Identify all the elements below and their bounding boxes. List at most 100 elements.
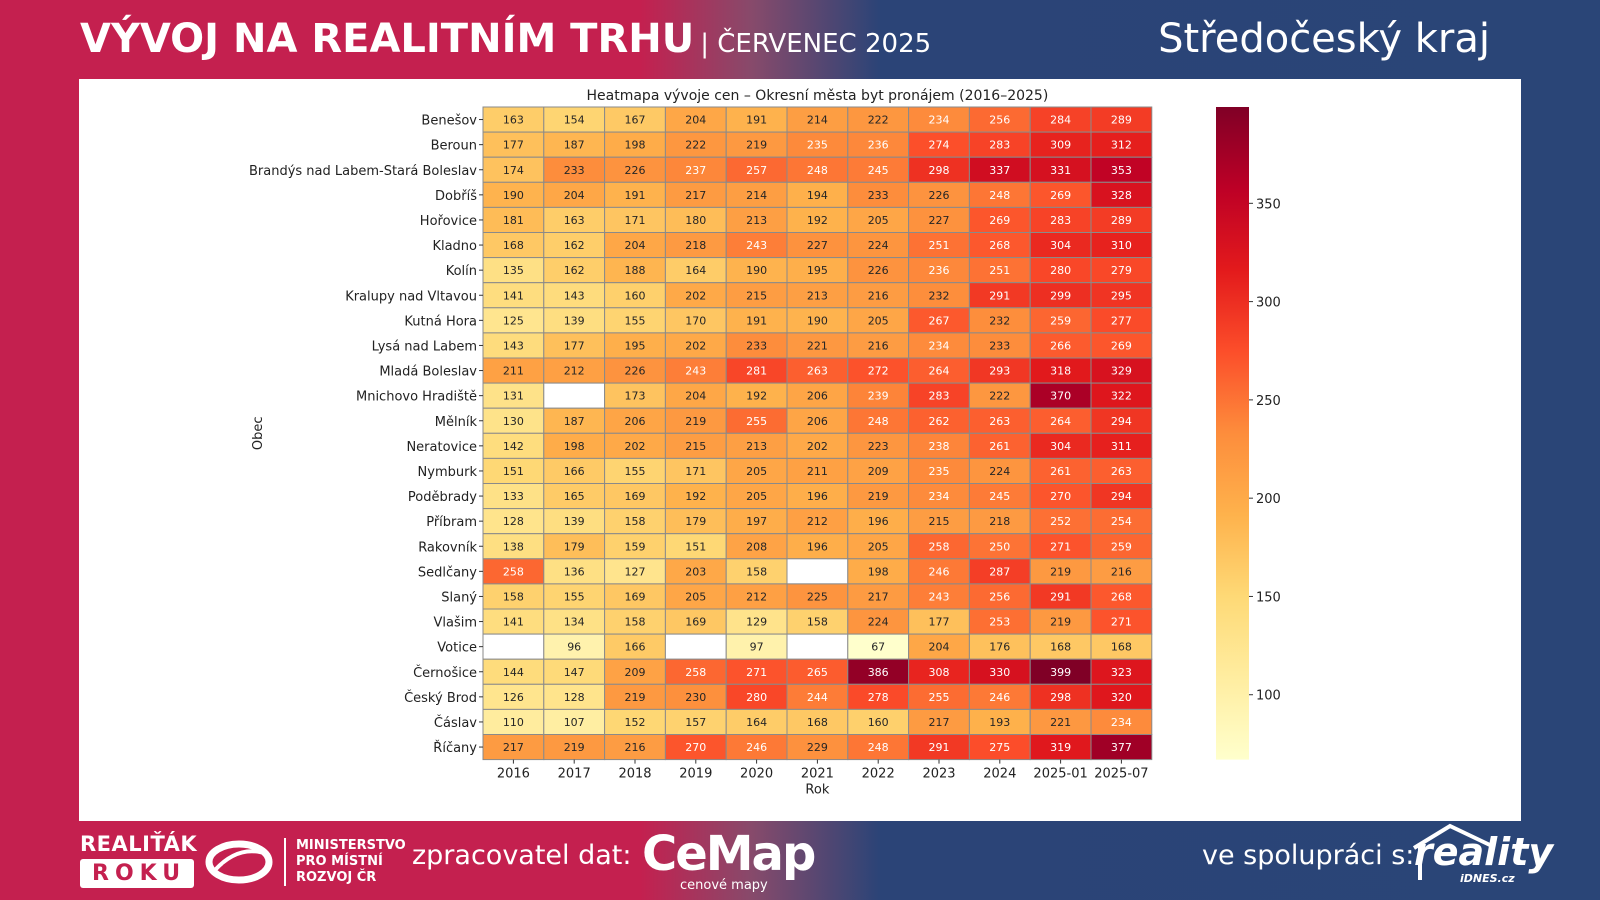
cell-value-label: 262 (929, 415, 950, 428)
cell-value-label: 216 (868, 289, 889, 302)
cell-value-label: 225 (807, 590, 828, 603)
cell-value-label: 258 (929, 540, 950, 553)
heatmap-cell (725, 282, 788, 309)
cell-value-label: 271 (746, 666, 767, 679)
heatmap-cell (908, 533, 970, 560)
heatmap-cell (968, 232, 1031, 259)
heatmap-cell (786, 332, 849, 359)
heatmap-cell (908, 282, 970, 309)
cell-value-label: 337 (989, 164, 1010, 177)
cell-value-label: 152 (625, 716, 646, 729)
heatmap-cell (968, 658, 1031, 685)
cell-value-label: 187 (564, 139, 585, 152)
x-tick-label: 2016 (497, 767, 530, 782)
heatmap-cell (725, 432, 788, 459)
heatmap-cell (908, 457, 970, 484)
cell-value-label: 204 (929, 641, 950, 654)
heatmap-cell (1090, 307, 1153, 334)
cell-value-label: 272 (868, 365, 889, 378)
cell-value-label: 179 (564, 540, 585, 553)
cell-value-label: 226 (868, 264, 889, 277)
cell-value-label: 222 (868, 114, 889, 127)
heatmap-cell (908, 432, 970, 459)
cell-value-label: 233 (989, 339, 1010, 352)
cell-value-label: 219 (1050, 616, 1071, 629)
cell-value-label: 255 (929, 691, 950, 704)
cell-value-label: 261 (989, 440, 1010, 453)
cell-value-label: 222 (989, 390, 1010, 403)
heatmap-cell (1029, 608, 1092, 635)
cell-value-label: 291 (1050, 590, 1071, 603)
heatmap-cell (786, 432, 849, 459)
cell-value-label: 215 (685, 440, 706, 453)
heatmap-cell (968, 307, 1031, 334)
title-text: VÝVOJ NA REALITNÍM TRHU (80, 16, 695, 62)
heatmap-chart: Heatmapa vývoje cen – Okresní města byt … (249, 88, 1281, 798)
cell-value-label: 227 (807, 239, 828, 252)
heatmap-cell (1090, 106, 1153, 133)
cell-value-label: 269 (1111, 339, 1132, 352)
heatmap-cell (968, 257, 1031, 284)
heatmap-cell (664, 683, 727, 710)
cell-value-label: 215 (929, 515, 950, 528)
cell-value-label: 226 (625, 164, 646, 177)
cell-value-label: 219 (1050, 565, 1071, 578)
heatmap-cell (847, 583, 910, 610)
cell-value-label: 254 (1111, 515, 1132, 528)
heatmap-cell (604, 508, 666, 535)
heatmap-cell (543, 633, 606, 660)
cell-value-label: 135 (503, 264, 524, 277)
y-tick-label: Dobříš (435, 189, 477, 204)
cell-value-label: 176 (989, 641, 1010, 654)
cell-value-label: 195 (807, 264, 828, 277)
y-tick-label: Benešov (421, 114, 477, 129)
x-tick-label: 2017 (558, 767, 591, 782)
heatmap-cell (1090, 357, 1153, 384)
cell-value-label: 168 (1111, 641, 1132, 654)
cell-value-label: 236 (929, 264, 950, 277)
y-tick-label: Brandýs nad Labem-Stará Boleslav (249, 164, 477, 179)
heatmap-cell (908, 307, 970, 334)
heatmap-cell (604, 206, 666, 233)
cell-value-label: 219 (625, 691, 646, 704)
cell-value-label: 173 (625, 390, 646, 403)
cell-value-label: 264 (929, 365, 950, 378)
heatmap-cell (786, 106, 849, 133)
y-axis-label: Obec (251, 416, 266, 450)
heatmap-cell (725, 206, 788, 233)
heatmap-cell (543, 257, 606, 284)
cell-value-label: 198 (868, 565, 889, 578)
heatmap-cell (1090, 257, 1153, 284)
heatmap-cell (725, 558, 788, 585)
cell-value-label: 271 (1111, 616, 1132, 629)
heatmap-cell (968, 457, 1031, 484)
cell-value-label: 167 (625, 114, 646, 127)
reality-logo-text: reality (1414, 830, 1554, 874)
y-tick-label: Čáslav (434, 715, 477, 731)
heatmap-cell (725, 332, 788, 359)
cell-value-label: 229 (807, 741, 828, 754)
cell-value-label: 197 (746, 515, 767, 528)
cell-value-label: 211 (503, 365, 524, 378)
heatmap-cell (1029, 257, 1092, 284)
cell-value-label: 190 (503, 189, 524, 202)
heatmap-cell (968, 583, 1031, 610)
cell-value-label: 136 (564, 565, 585, 578)
heatmap-cell (908, 734, 970, 761)
heatmap-cell (604, 382, 666, 409)
cell-value-label: 202 (685, 289, 706, 302)
heatmap-cell (908, 332, 970, 359)
cell-value-label: 163 (503, 114, 524, 127)
cell-value-label: 202 (807, 440, 828, 453)
heatmap-cell (968, 156, 1031, 183)
cell-value-label: 141 (503, 616, 524, 629)
cell-value-label: 188 (625, 264, 646, 277)
cell-value-label: 298 (1050, 691, 1071, 704)
cell-value-label: 227 (929, 214, 950, 227)
chart-panel: Heatmapa vývoje cen – Okresní města byt … (79, 79, 1521, 821)
cell-value-label: 194 (807, 189, 828, 202)
cell-value-label: 328 (1111, 189, 1132, 202)
heatmap-cell (847, 407, 910, 434)
heatmap-cell (543, 457, 606, 484)
y-tick-label: Mělník (435, 415, 478, 430)
